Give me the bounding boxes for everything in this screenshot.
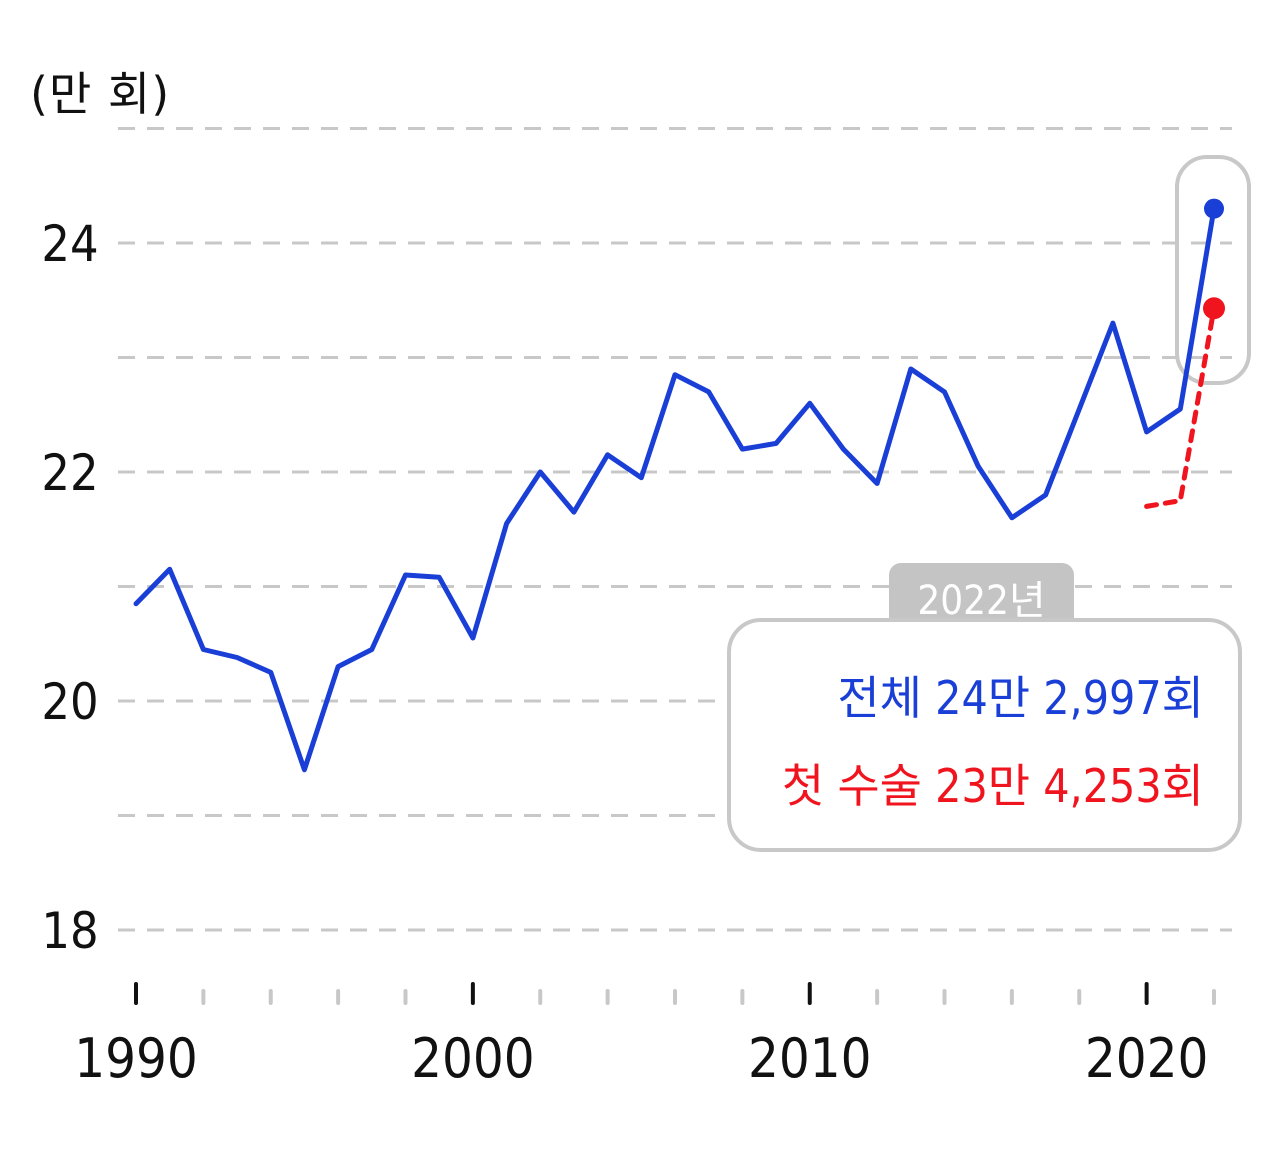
end-point-first-surgery — [1203, 297, 1225, 320]
x-tick-label: 2020 — [1085, 1027, 1209, 1090]
y-tick-label: 18 — [41, 902, 98, 960]
series-line-total — [133, 206, 1217, 773]
gridlines — [118, 127, 1232, 932]
x-ticks: 1990 2000 2010 2020 — [74, 982, 1216, 1090]
x-tick-label: 2000 — [411, 1027, 535, 1090]
y-tick-label: 24 — [41, 215, 98, 273]
y-tick-label: 22 — [41, 444, 98, 502]
x-tick-label: 1990 — [74, 1027, 198, 1090]
x-tick-label: 2010 — [748, 1027, 872, 1090]
highlight-box — [1175, 155, 1251, 385]
y-axis-unit-label: (만 회) — [30, 67, 171, 121]
callout-first-surgery-text: 첫 수술 23만 4,253회 — [781, 759, 1204, 813]
end-point-total — [1204, 198, 1224, 219]
series-line-first-surgery — [1144, 305, 1217, 509]
y-tick-labels: 18 20 22 24 — [41, 215, 98, 960]
callout-total-text: 전체 24만 2,997회 — [837, 671, 1204, 725]
y-tick-label: 20 — [41, 673, 98, 731]
callout-box: 전체 24만 2,997회 첫 수술 23만 4,253회 — [727, 618, 1242, 852]
series-lines — [133, 198, 1225, 773]
